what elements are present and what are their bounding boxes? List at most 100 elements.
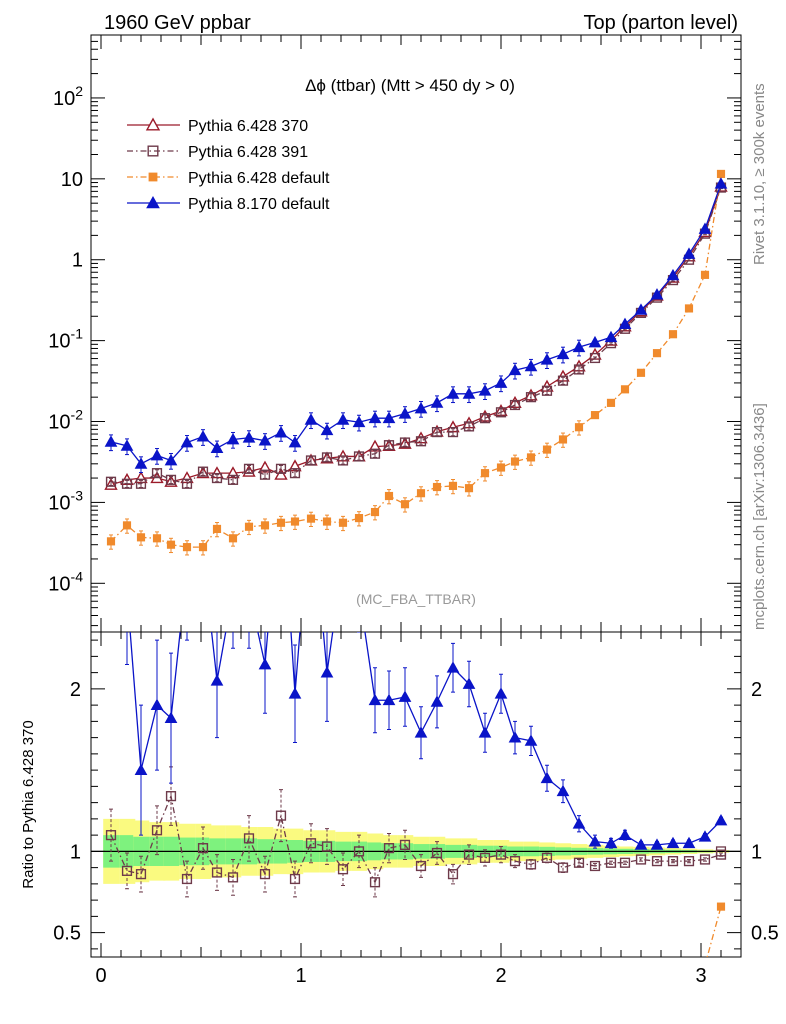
data-point — [305, 455, 317, 466]
data-point — [667, 856, 679, 867]
data-point — [496, 463, 506, 472]
data-point — [541, 852, 553, 863]
data-point — [123, 966, 130, 973]
data-point — [210, 441, 224, 453]
data-point — [338, 553, 349, 563]
series-line — [110, 183, 722, 465]
data-point — [121, 478, 133, 489]
y-tick-label: 1 — [72, 250, 83, 272]
data-point — [433, 976, 440, 983]
data-point — [276, 518, 286, 527]
y-tick-label: 102 — [53, 83, 83, 110]
main-panel: 10-4 10-3 10-2 10-1 1 10 102 Δϕ (ttbar) (Mtt > … — [48, 34, 742, 633]
data-point — [589, 352, 601, 364]
data-point — [511, 979, 518, 986]
data-point — [495, 407, 507, 418]
data-point — [304, 413, 318, 425]
data-point — [449, 979, 456, 986]
data-point — [167, 984, 174, 991]
data-point — [353, 451, 365, 462]
data-point — [634, 838, 648, 850]
data-point — [588, 835, 602, 847]
data-point — [621, 983, 628, 990]
data-point — [589, 860, 601, 872]
data-point — [557, 375, 569, 386]
data-point — [244, 586, 255, 596]
data-point — [353, 846, 365, 857]
data-point — [275, 810, 287, 821]
data-point — [307, 979, 314, 986]
data-point — [446, 661, 460, 673]
data-point — [559, 983, 566, 990]
data-point — [322, 517, 332, 526]
data-point — [637, 983, 644, 990]
data-point — [698, 222, 712, 234]
data-point — [106, 456, 117, 466]
ratio-line — [129, 632, 722, 846]
data-point — [543, 983, 550, 990]
data-point — [150, 448, 164, 461]
data-point — [417, 976, 424, 983]
data-point — [305, 838, 317, 849]
data-point — [151, 825, 163, 836]
data-point — [146, 195, 160, 209]
data-point — [415, 860, 427, 872]
data-point — [134, 457, 148, 469]
legend-label: Pythia 6.428 370 — [188, 118, 308, 135]
data-point — [277, 970, 284, 977]
plot-title: Δϕ (ttbar) (Mtt > 450 dy > 0) — [305, 76, 515, 95]
data-point — [653, 979, 660, 986]
data-point — [210, 674, 224, 686]
data-point — [446, 387, 460, 399]
data-point — [510, 457, 520, 466]
data-point — [481, 978, 488, 985]
data-point — [382, 693, 396, 706]
data-point — [462, 387, 476, 399]
data-point — [321, 841, 333, 852]
data-point — [152, 534, 162, 543]
data-point — [107, 978, 114, 985]
data-point — [573, 364, 585, 375]
data-point — [122, 586, 133, 596]
data-point — [666, 268, 680, 281]
data-point — [182, 543, 192, 552]
data-point — [368, 693, 382, 706]
data-point — [260, 521, 270, 530]
data-point — [105, 830, 117, 841]
data-point — [166, 540, 176, 549]
x-tick-label: 2 — [495, 965, 506, 987]
data-point — [259, 869, 271, 880]
ratio-y-axis-label: Ratio to Pythia 6.428 370 — [20, 720, 37, 888]
data-point — [540, 353, 554, 365]
data-point — [714, 813, 728, 826]
data-point — [289, 873, 301, 885]
data-point — [508, 731, 522, 743]
ratio-line — [706, 906, 722, 957]
data-point — [136, 533, 146, 542]
data-point — [153, 981, 160, 988]
data-point — [148, 172, 158, 182]
x-tick-label: 0 — [95, 965, 106, 987]
x-tick-label: 3 — [695, 965, 706, 987]
data-point — [399, 437, 411, 448]
data-point — [525, 859, 537, 870]
data-point — [229, 984, 236, 991]
data-point — [369, 448, 381, 459]
data-point — [573, 857, 585, 868]
data-point — [227, 474, 239, 485]
data-point — [669, 978, 676, 985]
data-point — [122, 521, 132, 530]
data-point — [430, 695, 444, 707]
data-point — [414, 401, 428, 414]
data-point — [447, 869, 459, 880]
data-point — [509, 399, 521, 411]
data-point — [165, 791, 177, 802]
data-point — [525, 392, 537, 403]
data-point — [105, 476, 117, 487]
data-point — [354, 514, 364, 523]
legend-label: Pythia 8.170 default — [188, 196, 330, 213]
data-point — [274, 467, 288, 480]
main-series — [104, 169, 728, 556]
data-point — [591, 981, 598, 988]
data-point — [288, 687, 302, 699]
